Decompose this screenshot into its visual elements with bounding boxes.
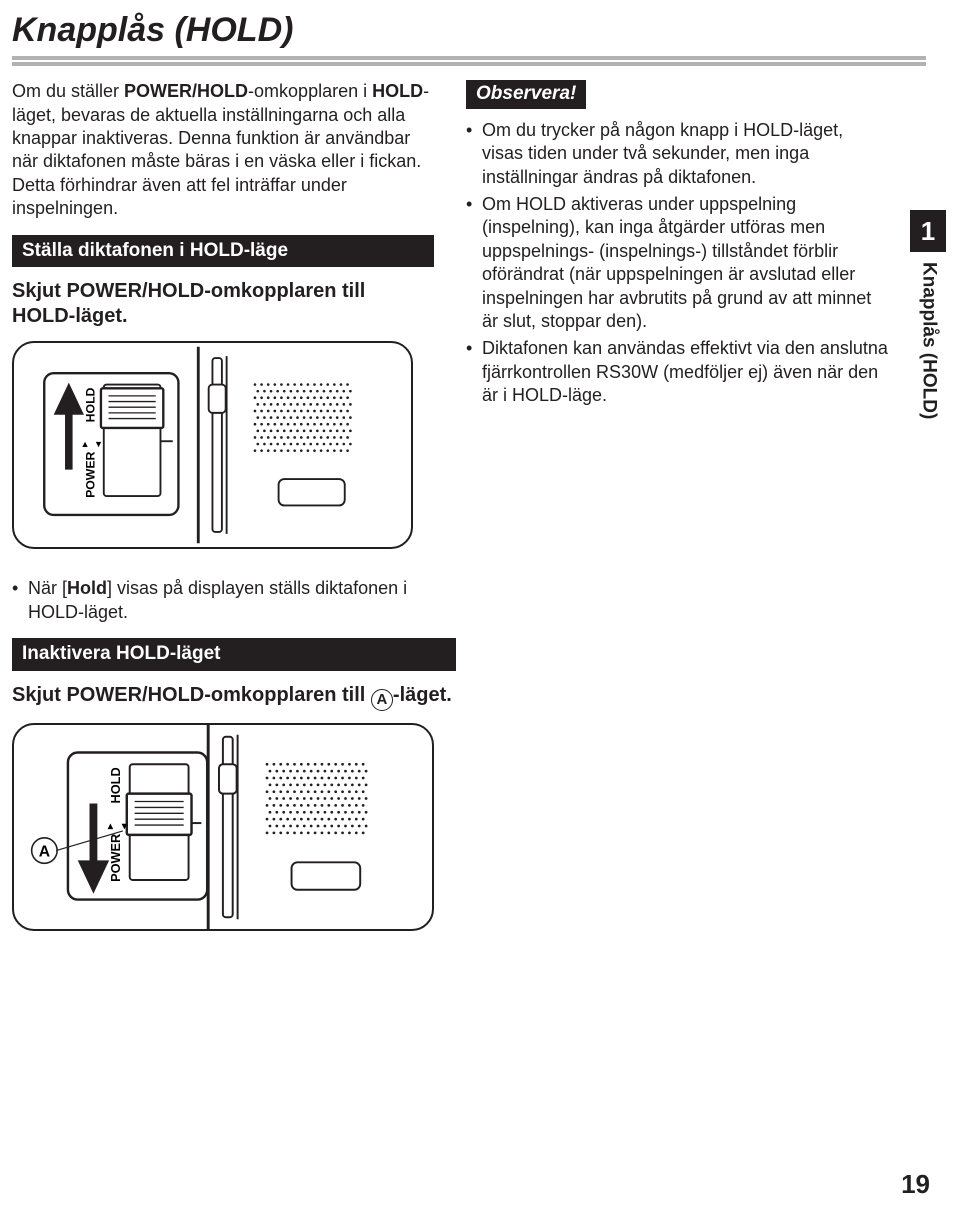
svg-text:HOLD: HOLD — [108, 767, 123, 803]
chapter-number: 1 — [910, 210, 946, 252]
side-tab: 1 Knapplås (HOLD) — [910, 210, 946, 520]
circle-a-icon: A — [371, 689, 393, 711]
section-bar-set-hold: Ställa diktafonen i HOLD-läge — [12, 235, 434, 268]
svg-text:POWER: POWER — [108, 833, 123, 881]
observe-item: Diktafonen kan användas effektivt via de… — [466, 337, 888, 407]
observe-item: Om HOLD aktiveras under uppspelning (ins… — [466, 193, 888, 333]
hold-display-note: När [Hold] visas på displayen ställs dik… — [12, 577, 456, 624]
right-column: Observera! Om du trycker på någon knapp … — [466, 80, 926, 567]
svg-text:POWER: POWER — [83, 452, 97, 498]
lower-block: När [Hold] visas på displayen ställs dik… — [0, 567, 490, 930]
observe-bar: Observera! — [466, 80, 586, 109]
instruction-2: Skjut POWER/HOLD-omkopplaren till A-läge… — [12, 683, 456, 711]
title-underline — [12, 56, 926, 66]
figure-switch-up: HOLD POWER ▸ ◂ — [12, 341, 413, 549]
svg-text:◂: ◂ — [93, 442, 104, 448]
intro-text: Om du ställer POWER/HOLD-omkopplaren i H… — [12, 80, 434, 220]
figure-switch-down: HOLD POWER ▸ ◂ A — [12, 723, 434, 931]
instruction-1: Skjut POWER/HOLD-omkopplaren till HOLD-l… — [12, 279, 434, 329]
observe-item: Om du trycker på någon knapp i HOLD-läge… — [466, 119, 888, 189]
svg-text:HOLD: HOLD — [83, 388, 97, 423]
svg-text:▸: ▸ — [80, 442, 91, 448]
left-column: Om du ställer POWER/HOLD-omkopplaren i H… — [12, 80, 434, 567]
svg-text:A: A — [39, 843, 50, 860]
page-number: 19 — [901, 1168, 930, 1202]
side-label: Knapplås (HOLD) — [910, 262, 941, 512]
page-title: Knapplås (HOLD) — [0, 0, 960, 56]
observe-list: Om du trycker på någon knapp i HOLD-läge… — [466, 119, 888, 408]
section-bar-unset-hold: Inaktivera HOLD-läget — [12, 638, 456, 671]
